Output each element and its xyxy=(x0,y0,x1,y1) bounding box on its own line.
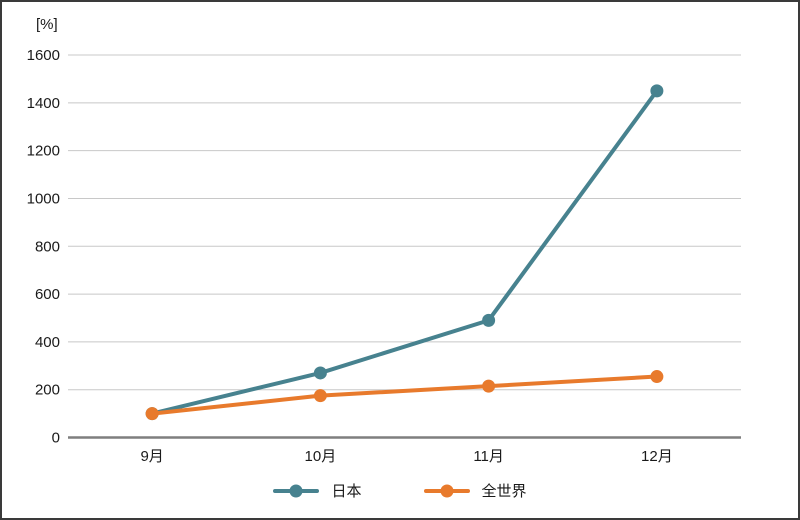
legend-label-japan: 日本 xyxy=(331,483,362,500)
y-tick-label: 1600 xyxy=(27,47,60,64)
data-point xyxy=(482,379,496,393)
y-tick-label: 1400 xyxy=(27,95,60,112)
series-line xyxy=(150,374,659,416)
legend-marker-worldwide xyxy=(423,484,470,497)
plot-area: 0 200 400 600 800 1000 1200 1400 1600 9月 10月 11月 12月 xyxy=(27,47,741,465)
data-point xyxy=(482,313,496,327)
y-tick-label: 0 xyxy=(52,430,60,447)
legend-item-worldwide: 全世界 xyxy=(423,480,527,501)
data-point xyxy=(313,366,327,380)
legend-label-worldwide: 全世界 xyxy=(481,483,527,500)
legend-dot-icon xyxy=(440,484,453,497)
data-point xyxy=(650,370,664,384)
y-tick-label: 1200 xyxy=(27,143,60,160)
y-tick-label: 400 xyxy=(35,334,60,351)
legend: 日本 全世界 xyxy=(2,480,798,501)
series-line xyxy=(150,88,659,416)
legend-marker-japan xyxy=(273,484,320,497)
data-point xyxy=(650,84,664,98)
y-tick-label: 800 xyxy=(35,238,60,255)
y-tick-label: 1000 xyxy=(27,190,60,207)
legend-item-japan: 日本 xyxy=(273,480,362,501)
y-tick-label: 600 xyxy=(35,286,60,303)
x-tick-label: 10月 xyxy=(305,448,337,465)
x-tick-label: 11月 xyxy=(473,448,504,465)
y-axis-unit-label: [%] xyxy=(36,16,58,33)
data-point xyxy=(313,389,327,403)
y-tick-label: 200 xyxy=(35,382,60,399)
data-point xyxy=(145,407,159,421)
legend-dot-icon xyxy=(289,484,303,497)
x-tick-label: 12月 xyxy=(641,448,673,465)
x-tick-label: 9月 xyxy=(140,448,163,465)
